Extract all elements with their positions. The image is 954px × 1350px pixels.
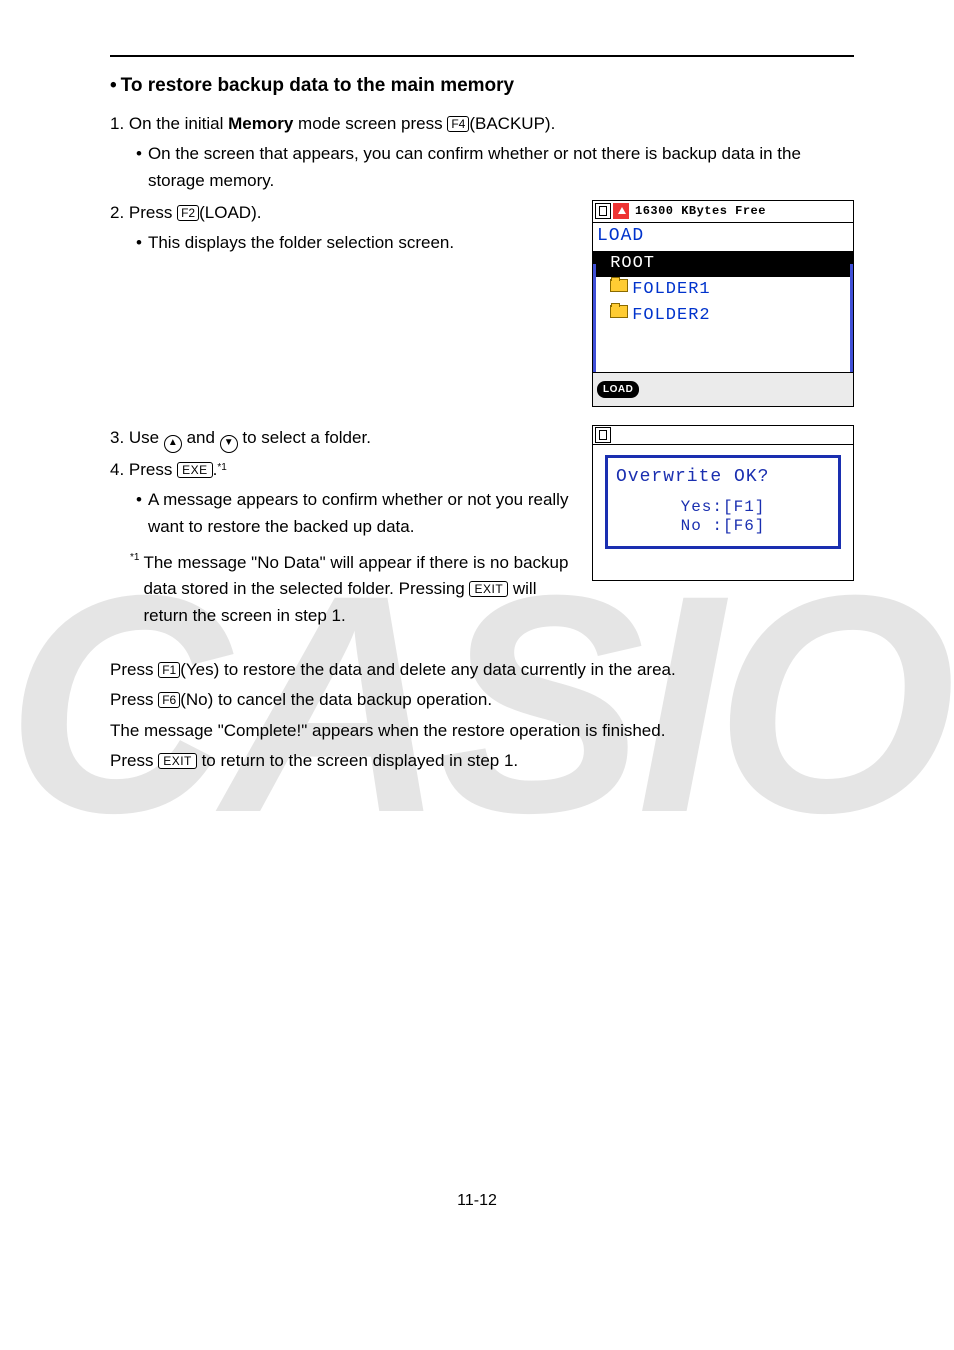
text: On the screen that appears, you can conf… bbox=[148, 141, 854, 194]
step-34-row: 3. Use ▲ and ▼ to select a folder. 4. Pr… bbox=[110, 425, 854, 629]
footnote-mark: *1 bbox=[130, 550, 139, 629]
body-content: 1. On the initial Memory mode screen pre… bbox=[110, 111, 854, 774]
step-4: 4. Press EXE.*1 bbox=[110, 457, 574, 483]
text: to select a folder. bbox=[238, 428, 371, 447]
para-yes: Press F1(Yes) to restore the data and de… bbox=[110, 657, 854, 683]
mode-name: Memory bbox=[228, 114, 293, 133]
fkey-load: LOAD bbox=[597, 381, 639, 399]
top-rule bbox=[110, 55, 854, 57]
para-no: Press F6(No) to cancel the data backup o… bbox=[110, 687, 854, 713]
fkey-bar: LOAD bbox=[593, 372, 853, 406]
page: • To restore backup data to the main mem… bbox=[0, 0, 954, 1255]
scroll-indicator-right bbox=[850, 264, 853, 372]
folder-icon bbox=[610, 305, 628, 318]
step-1-sub: • On the screen that appears, you can co… bbox=[136, 141, 854, 194]
text: Press bbox=[110, 751, 158, 770]
para-exit: Press EXIT to return to the screen displ… bbox=[110, 748, 854, 774]
key-exit: EXIT bbox=[158, 753, 197, 769]
page-number: 11-12 bbox=[0, 1192, 954, 1210]
calc-screen-overwrite: Overwrite OK? Yes:[F1] No :[F6] bbox=[592, 425, 854, 581]
step-2: 2. Press F2(LOAD). bbox=[110, 200, 574, 226]
text: (Yes) to restore the data and delete any… bbox=[180, 660, 676, 679]
text: to return to the screen displayed in ste… bbox=[197, 751, 518, 770]
section-heading: • To restore backup data to the main mem… bbox=[110, 75, 854, 97]
text: A message appears to confirm whether or … bbox=[148, 487, 574, 540]
key-cursor-up-icon: ▲ bbox=[164, 435, 182, 453]
text: 2. Press bbox=[110, 203, 177, 222]
key-f1: F1 bbox=[158, 662, 180, 678]
text: 4. Press bbox=[110, 460, 177, 479]
screen-title: LOAD bbox=[593, 223, 853, 251]
calc-body-area bbox=[593, 330, 853, 372]
text: Press bbox=[110, 660, 158, 679]
calc-header: 16300 KBytes Free bbox=[593, 201, 853, 223]
step-2-sub: • This displays the folder selection scr… bbox=[136, 230, 574, 256]
memory-free-label: 16300 KBytes Free bbox=[635, 202, 766, 221]
heading-text: To restore backup data to the main memor… bbox=[121, 75, 514, 97]
key-f6: F6 bbox=[158, 692, 180, 708]
key-f4: F4 bbox=[447, 116, 469, 132]
footnote-text: The message "No Data" will appear if the… bbox=[143, 550, 574, 629]
key-exe: EXE bbox=[177, 462, 213, 478]
key-f2: F2 bbox=[177, 205, 199, 221]
battery-icon bbox=[595, 203, 611, 219]
bullet: • bbox=[136, 230, 142, 256]
folder-icon bbox=[610, 279, 628, 292]
bullet: • bbox=[136, 141, 142, 194]
selected-label: ROOT bbox=[610, 254, 655, 273]
step-4-sub: • A message appears to confirm whether o… bbox=[136, 487, 574, 540]
overwrite-dialog: Overwrite OK? Yes:[F1] No :[F6] bbox=[605, 455, 841, 549]
text: This displays the folder selection scree… bbox=[148, 230, 454, 256]
dialog-options: Yes:[F1] No :[F6] bbox=[616, 498, 830, 536]
calc-screen-load: 16300 KBytes Free LOAD ROOT FOLDER1 FOLD… bbox=[592, 200, 854, 407]
key-exit: EXIT bbox=[469, 581, 508, 597]
text: and bbox=[182, 428, 220, 447]
bullet: • bbox=[136, 487, 142, 540]
text: (LOAD). bbox=[199, 203, 261, 222]
text: (BACKUP). bbox=[469, 114, 555, 133]
step-3: 3. Use ▲ and ▼ to select a folder. bbox=[110, 425, 574, 453]
calc2-header bbox=[593, 426, 853, 445]
selected-row: ROOT bbox=[593, 251, 853, 277]
dialog-question: Overwrite OK? bbox=[616, 464, 830, 492]
heading-bullet: • bbox=[110, 75, 117, 97]
dialog-yes: Yes:[F1] bbox=[616, 498, 830, 517]
folder-row-1: FOLDER1 bbox=[593, 277, 853, 303]
step-1: 1. On the initial Memory mode screen pre… bbox=[110, 111, 854, 137]
status-icon bbox=[613, 203, 629, 219]
folder-name: FOLDER2 bbox=[632, 306, 710, 325]
text: mode screen press bbox=[293, 114, 447, 133]
text: Press bbox=[110, 690, 158, 709]
text: 1. On the initial bbox=[110, 114, 228, 133]
folder-row-2: FOLDER2 bbox=[593, 303, 853, 329]
footnote-1: *1 The message "No Data" will appear if … bbox=[130, 550, 574, 629]
key-cursor-down-icon: ▼ bbox=[220, 435, 238, 453]
scroll-indicator-left bbox=[593, 264, 596, 372]
folder-name: FOLDER1 bbox=[632, 280, 710, 299]
step-2-row: 2. Press F2(LOAD). • This displays the f… bbox=[110, 200, 854, 425]
text: (No) to cancel the data backup operation… bbox=[180, 690, 492, 709]
calc2-footer-area bbox=[593, 553, 853, 580]
dialog-no: No :[F6] bbox=[616, 517, 830, 536]
text: 3. Use bbox=[110, 428, 164, 447]
footnote-ref: *1 bbox=[217, 462, 226, 473]
battery-icon bbox=[595, 427, 611, 443]
para-complete: The message "Complete!" appears when the… bbox=[110, 718, 854, 744]
